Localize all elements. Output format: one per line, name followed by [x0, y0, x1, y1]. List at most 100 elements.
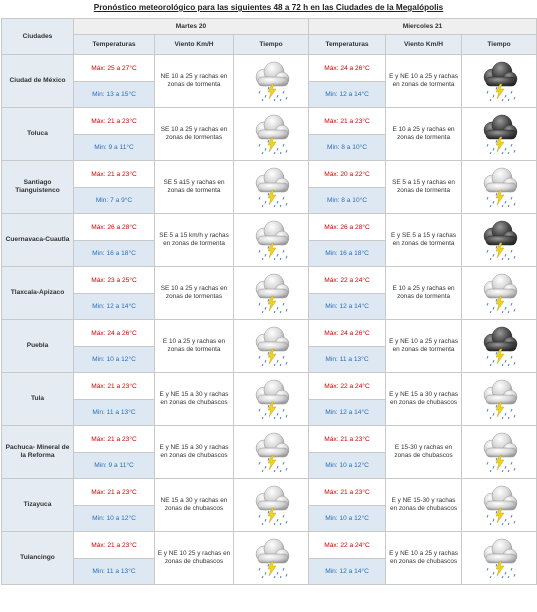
temp-max: Máx: 21 a 23°C: [73, 372, 155, 400]
header-day2: Miercoles 21: [308, 18, 537, 35]
city-name: Puebla: [1, 319, 74, 373]
table-row: Puebla Máx: 24 a 26°C E 10 a 25 y rachas e…: [1, 319, 537, 373]
temp-max: Máx: 26 a 28°C: [308, 213, 387, 241]
header-wind-day1: Viento Km/H: [154, 34, 234, 55]
table-row-min: Min: 12 a 14°C Min: 12 a 14°C: [2, 293, 537, 320]
temp-max: Máx: 21 a 23°C: [308, 425, 387, 453]
city-name: Tlaxcala-Apizaco: [1, 266, 74, 320]
city-name: Toluca: [1, 107, 74, 161]
table-row-min: Min: 10 a 12°C Min: 11 a 13°C: [2, 346, 537, 373]
storm-light-icon: [234, 379, 308, 419]
wind-text: E 10 a 25 y rachas en zonas de tormenta: [154, 319, 234, 373]
temp-min: Min: 16 a 18°C: [308, 240, 387, 267]
temp-max: Máx: 21 a 23°C: [73, 478, 155, 506]
temp-min: Min: 9 a 11°C: [73, 452, 155, 479]
weather-icon-cell: [461, 531, 537, 585]
wind-text: E y NE 15-30 y rachas en zonas de chubas…: [385, 478, 463, 532]
page-title: Pronóstico meteorológico para las siguie…: [93, 3, 444, 12]
storm-light-icon: [462, 167, 536, 207]
weather-icon-cell: [232, 213, 310, 267]
temp-max: Máx: 21 a 23°C: [73, 160, 155, 188]
temp-min: Min: 16 a 18°C: [73, 240, 155, 267]
city-name: Tula: [1, 372, 74, 426]
wind-text: SE 10 a 25 y rachas en zonas de tormenta…: [154, 107, 234, 161]
storm-light-icon: [234, 220, 308, 260]
wind-text: E y NE 15 a 30 y rachas en zonas de chub…: [154, 425, 234, 479]
city-name: Cuernavaca-Cuautla: [1, 213, 74, 267]
weather-icon-cell: [232, 372, 310, 426]
temp-min: Min: 10 a 12°C: [73, 505, 155, 532]
wind-text: E 15-30 y rachas en zonas de chubascos: [385, 425, 463, 479]
weather-icon-cell: [461, 213, 537, 267]
storm-light-icon: [462, 538, 536, 578]
temp-max: Máx: 21 a 23°C: [73, 531, 155, 559]
temp-min: Min: 12 a 14°C: [308, 399, 387, 426]
temp-min: Min: 11 a 13°C: [73, 558, 155, 585]
wind-text: E y NE 10 a 25 y rachas en zonas de chub…: [385, 531, 463, 585]
temp-min: Min: 11 a 13°C: [73, 399, 155, 426]
temp-min: Min: 7 a 9°C: [73, 187, 155, 214]
wind-text: SE 5 a 15 y rachas en zonas de tormenta: [385, 160, 463, 214]
storm-light-icon: [234, 273, 308, 313]
temp-max: Máx: 23 a 25°C: [73, 266, 155, 294]
wind-text: E y NE 10 25 y rachas en zonas de chubas…: [154, 531, 234, 585]
weather-icon-cell: [461, 54, 537, 108]
wind-text: SE 10 a 25 y rachas en zonas de tormenta…: [154, 266, 234, 320]
forecast-table: Ciudades Martes 20 Miercoles 21 Temperat…: [1, 18, 537, 585]
storm-light-icon: [234, 326, 308, 366]
temp-max: Máx: 26 a 28°C: [73, 213, 155, 241]
temp-min: Min: 12 a 14°C: [73, 293, 155, 320]
temp-max: Máx: 24 a 26°C: [308, 54, 387, 82]
temp-max: Máx: 24 a 26°C: [308, 319, 387, 347]
storm-dark-icon: [462, 220, 536, 260]
header-temps-day2: Temperaturas: [308, 34, 387, 55]
storm-light-icon: [462, 379, 536, 419]
temp-max: Máx: 22 a 24°C: [308, 372, 387, 400]
weather-icon-cell: [232, 107, 310, 161]
header-day1: Martes 20: [72, 18, 310, 35]
header-weather-day1: Tiempo: [232, 34, 310, 55]
storm-light-icon: [462, 273, 536, 313]
header-temps-day1: Temperaturas: [73, 34, 155, 55]
weather-icon-cell: [232, 425, 310, 479]
table-row: Cuernavaca-Cuautla Máx: 26 a 28°C SE 5 a 1…: [1, 213, 537, 267]
storm-dark-icon: [462, 61, 536, 101]
temp-max: Máx: 21 a 23°C: [308, 107, 387, 135]
table-row: Santiago Tianguistenco Máx: 21 a 23°C SE 5…: [1, 160, 537, 214]
table-row: Tula Máx: 21 a 23°C E y NE 15 a 30 y racha…: [1, 372, 537, 426]
header-city: Ciudades: [1, 18, 74, 55]
table-row: Tulancingo Máx: 21 a 23°C E y NE 10 25 y r…: [1, 531, 537, 585]
storm-light-icon: [234, 61, 308, 101]
weather-icon-cell: [232, 478, 310, 532]
temp-min: Min: 11 a 13°C: [308, 346, 387, 373]
city-name: Ciudad de México: [1, 54, 74, 108]
table-row-min: Min: 16 a 18°C Min: 16 a 18°C: [2, 240, 537, 267]
temp-max: Máx: 21 a 23°C: [73, 107, 155, 135]
temp-min: Min: 8 a 10°C: [308, 187, 387, 214]
table-row-min: Min: 10 a 12°C Min: 10 a 12°C: [2, 505, 537, 532]
city-name: Tulancingo: [1, 531, 74, 585]
temp-max: Máx: 25 a 27°C: [73, 54, 155, 82]
weather-icon-cell: [232, 531, 310, 585]
table-row: Toluca Máx: 21 a 23°C SE 10 a 25 y rachas …: [1, 107, 537, 161]
header-weather-day2: Tiempo: [461, 34, 537, 55]
table-row-min: Min: 11 a 13°C Min: 12 a 14°C: [2, 399, 537, 426]
temp-max: Máx: 20 a 22°C: [308, 160, 387, 188]
storm-light-icon: [234, 485, 308, 525]
wind-text: NE 15 a 30 y rachas en zonas de chubasco…: [154, 478, 234, 532]
table-row: Tizayuca Máx: 21 a 23°C NE 15 a 30 y racha…: [1, 478, 537, 532]
table-row-min: Min: 11 a 13°C Min: 12 a 14°C: [2, 558, 537, 585]
temp-min: Min: 12 a 14°C: [308, 81, 387, 108]
table-row: Ciudad de México Máx: 25 a 27°C NE 10 a 25…: [1, 54, 537, 108]
temp-max: Máx: 22 a 24°C: [308, 531, 387, 559]
wind-text: E 10 a 25 y rachas en zonas de tormenta: [385, 107, 463, 161]
storm-light-icon: [234, 538, 308, 578]
weather-icon-cell: [461, 372, 537, 426]
storm-light-icon: [234, 432, 308, 472]
wind-text: E y NE 15 a 30 y rachas en zonas de chub…: [385, 372, 463, 426]
weather-icon-cell: [461, 107, 537, 161]
wind-text: E y SE 5 a 15 y rachas en zonas de torme…: [385, 213, 463, 267]
temp-min: Min: 10 a 12°C: [73, 346, 155, 373]
wind-text: SE 5 a 15 km/h y rachas en zonas de torm…: [154, 213, 234, 267]
weather-icon-cell: [461, 160, 537, 214]
